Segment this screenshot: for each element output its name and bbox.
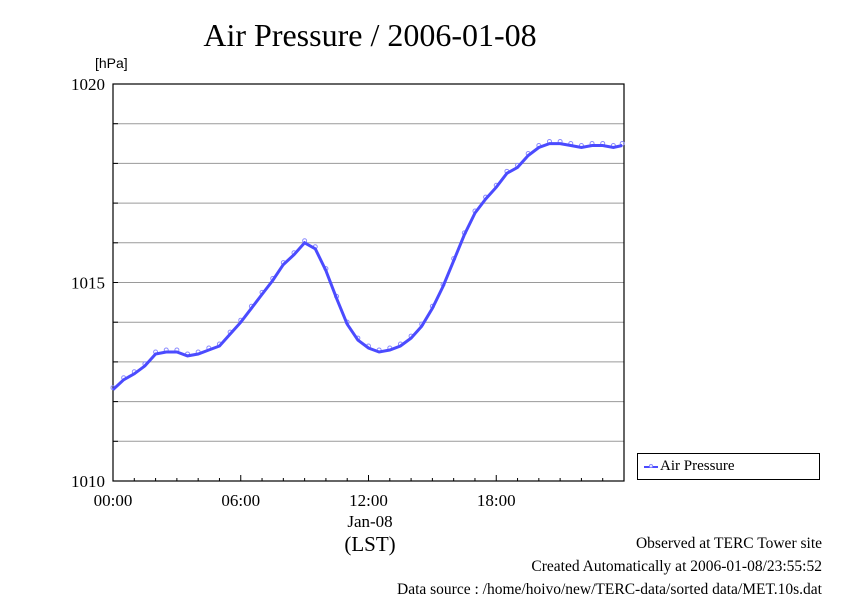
x-axis: 00:00 06:00 12:00 18:00 [94,475,604,510]
x-axis-date-label: Jan-08 [347,512,392,531]
x-tick-label: 00:00 [94,491,133,510]
footer-observed-at: Observed at TERC Tower site [635,535,822,552]
data-point [619,141,625,147]
air-pressure-markers [110,139,625,391]
y-axis-unit-label: [hPa] [95,55,128,71]
legend-marker-swatch [649,464,653,468]
x-tick-label: 12:00 [349,491,388,510]
gridlines [113,123,624,442]
y-tick-label: 1015 [71,274,105,293]
y-axis: 1010 1015 1020 [71,75,118,491]
x-tick-label: 06:00 [221,491,260,510]
x-axis-label: (LST) [344,532,395,556]
chart-title: Air Pressure / 2006-01-08 [203,17,536,53]
legend-entry-air-pressure: Air Pressure [660,458,735,474]
y-tick-label: 1020 [71,75,105,94]
legend: Air Pressure [637,453,820,480]
footer-created-at: Created Automatically at 2006-01-08/23:5… [531,558,822,575]
series-line-air-pressure [111,142,623,391]
footer-data-source: Data source : /home/hoivo/new/TERC-data/… [397,581,822,598]
y-tick-label: 1010 [71,472,105,491]
x-tick-label: 18:00 [477,491,516,510]
